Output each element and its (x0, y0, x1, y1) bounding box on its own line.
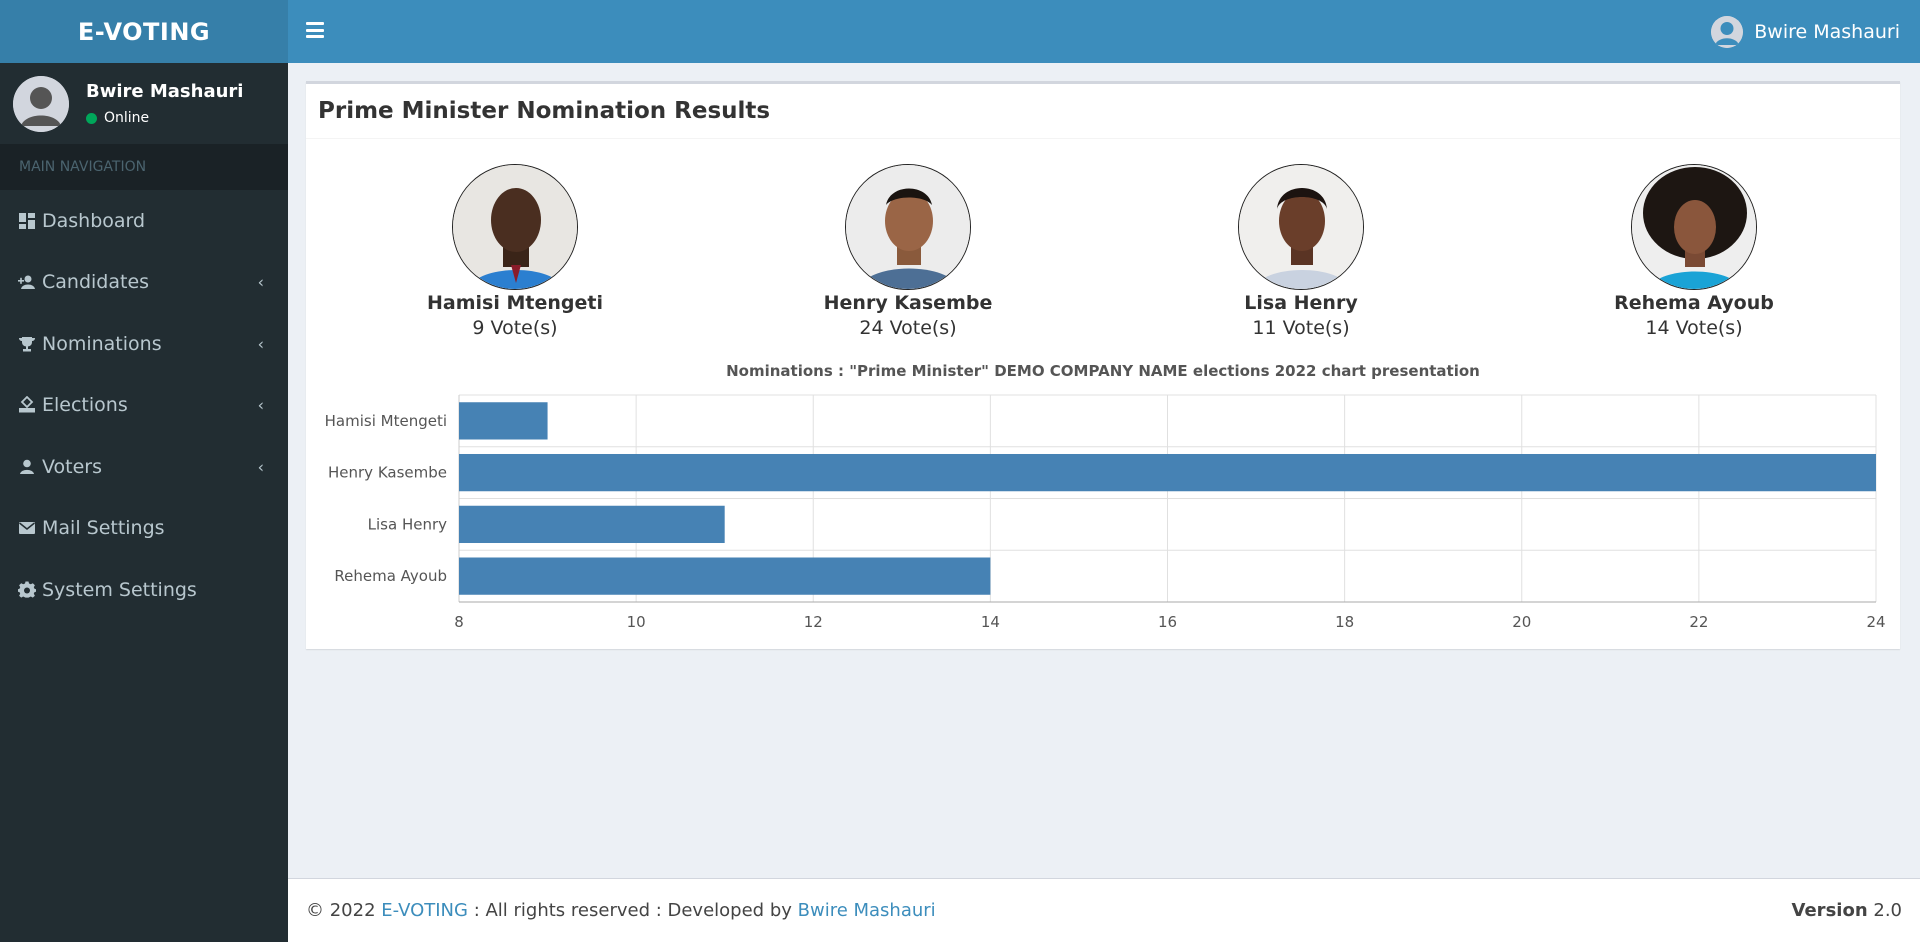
envelope-icon (18, 519, 36, 537)
footer: © 2022 E-VOTING : All rights reserved : … (288, 878, 1920, 942)
x-tick-label: 12 (804, 613, 823, 631)
y-tick-label: Henry Kasembe (328, 464, 447, 482)
version-info: Version 2.0 (1792, 900, 1902, 921)
app-logo[interactable]: E-VOTING (0, 0, 288, 63)
user-status-label: Online (104, 110, 150, 126)
page-title: Prime Minister Nomination Results (318, 98, 771, 124)
chart-bar (459, 453, 1876, 492)
candidate-card: Lisa Henry 11 Vote(s) (1171, 164, 1431, 339)
chart-bar (459, 557, 991, 595)
sidebar-toggle-icon[interactable] (306, 22, 324, 38)
chart-title: Nominations : "Prime Minister" DEMO COMP… (726, 362, 1480, 380)
sidebar-item-candidates[interactable]: Candidates ‹ (0, 252, 288, 314)
candidate-votes: 24 Vote(s) (859, 317, 957, 339)
footer-developer-link[interactable]: Bwire Mashauri (797, 900, 936, 921)
x-tick-label: 10 (627, 613, 646, 631)
x-tick-label: 20 (1512, 613, 1531, 631)
candidate-list: Hamisi Mtengeti 9 Vote(s) Henry Kasembe … (306, 164, 1900, 344)
online-status-icon (86, 112, 97, 124)
version-label: Version (1791, 900, 1868, 921)
results-box: Prime Minister Nomination Results Hamisi… (306, 81, 1900, 649)
candidate-photo (1631, 164, 1757, 290)
x-tick-label: 16 (1158, 613, 1177, 631)
y-tick-label: Lisa Henry (368, 515, 447, 533)
sidebar-item-label: Dashboard (42, 209, 146, 232)
sidebar-item-label: Voters (42, 455, 102, 478)
copyright-text: © 2022 (306, 900, 382, 921)
sidebar-item-voters[interactable]: Voters ‹ (0, 436, 288, 498)
chart-bar (459, 505, 725, 544)
sidebar-item-elections[interactable]: Elections ‹ (0, 375, 288, 437)
sidebar-item-label: Mail Settings (42, 517, 165, 540)
x-tick-label: 14 (981, 613, 1000, 631)
chevron-left-icon: ‹ (257, 457, 264, 477)
sidebar: E-VOTING Bwire Mashauri Online MAIN NAVI… (0, 0, 288, 942)
chart-bar (459, 402, 548, 440)
sidebar-item-system-settings[interactable]: System Settings (0, 559, 288, 621)
chevron-left-icon: ‹ (257, 395, 264, 415)
y-tick-label: Hamisi Mtengeti (325, 412, 447, 430)
candidate-name: Lisa Henry (1244, 292, 1358, 314)
candidate-photo (452, 164, 578, 290)
header-avatar (1711, 15, 1744, 48)
sidebar-item-nominations[interactable]: Nominations ‹ (0, 313, 288, 375)
candidate-name: Henry Kasembe (823, 292, 993, 314)
nav-header: MAIN NAVIGATION (0, 144, 288, 190)
bar-chart: Hamisi Mtengeti Henry Kasembe Lisa Henry Re… (325, 394, 1886, 631)
footer-middle-text: : All rights reserved : Developed by (467, 900, 798, 921)
footer-copyright: © 2022 E-VOTING : All rights reserved : … (306, 900, 936, 921)
candidate-votes: 11 Vote(s) (1252, 317, 1350, 339)
ballot-icon (18, 396, 36, 414)
y-tick-label: Rehema Ayoub (334, 567, 447, 585)
sidebar-item-label: System Settings (42, 578, 197, 601)
user-plus-icon (18, 273, 36, 291)
candidate-name: Hamisi Mtengeti (427, 292, 603, 314)
x-tick-label: 24 (1866, 613, 1885, 631)
chevron-left-icon: ‹ (257, 272, 264, 292)
dashboard-icon (18, 212, 36, 230)
footer-brand-link[interactable]: E-VOTING (381, 900, 468, 921)
trophy-icon (18, 335, 36, 353)
chart-wrap: Hamisi Mtengeti Henry Kasembe Lisa Henry Re… (306, 84, 1900, 652)
user-menu[interactable]: Bwire Mashauri (1711, 0, 1900, 63)
candidate-photo (845, 164, 971, 290)
candidate-card: Henry Kasembe 24 Vote(s) (778, 164, 1038, 339)
gear-icon (18, 581, 36, 599)
x-tick-label: 18 (1335, 613, 1354, 631)
candidate-photo (1238, 164, 1364, 290)
x-tick-label: 8 (454, 613, 464, 631)
sidebar-avatar (13, 75, 69, 132)
sidebar-user-name: Bwire Mashauri (86, 81, 244, 102)
sidebar-item-label: Nominations (42, 332, 162, 355)
box-header: Prime Minister Nomination Results (306, 84, 1900, 139)
chevron-left-icon: ‹ (257, 334, 264, 354)
candidate-card: Hamisi Mtengeti 9 Vote(s) (385, 164, 645, 339)
top-navbar: Bwire Mashauri (288, 0, 1920, 63)
candidate-votes: 14 Vote(s) (1645, 317, 1743, 339)
header-user-name: Bwire Mashauri (1754, 20, 1900, 43)
x-tick-label: 22 (1689, 613, 1708, 631)
candidate-votes: 9 Vote(s) (472, 317, 558, 339)
candidate-name: Rehema Ayoub (1614, 292, 1774, 314)
candidate-card: Rehema Ayoub 14 Vote(s) (1564, 164, 1824, 339)
sidebar-item-dashboard[interactable]: Dashboard (0, 190, 288, 252)
sidebar-item-label: Elections (42, 394, 128, 417)
user-icon (18, 458, 36, 476)
sidebar-item-label: Candidates (42, 271, 150, 294)
user-panel: Bwire Mashauri Online (0, 63, 288, 144)
version-number: 2.0 (1867, 900, 1902, 921)
user-status: Online (86, 110, 243, 126)
sidebar-item-mail-settings[interactable]: Mail Settings (0, 498, 288, 560)
